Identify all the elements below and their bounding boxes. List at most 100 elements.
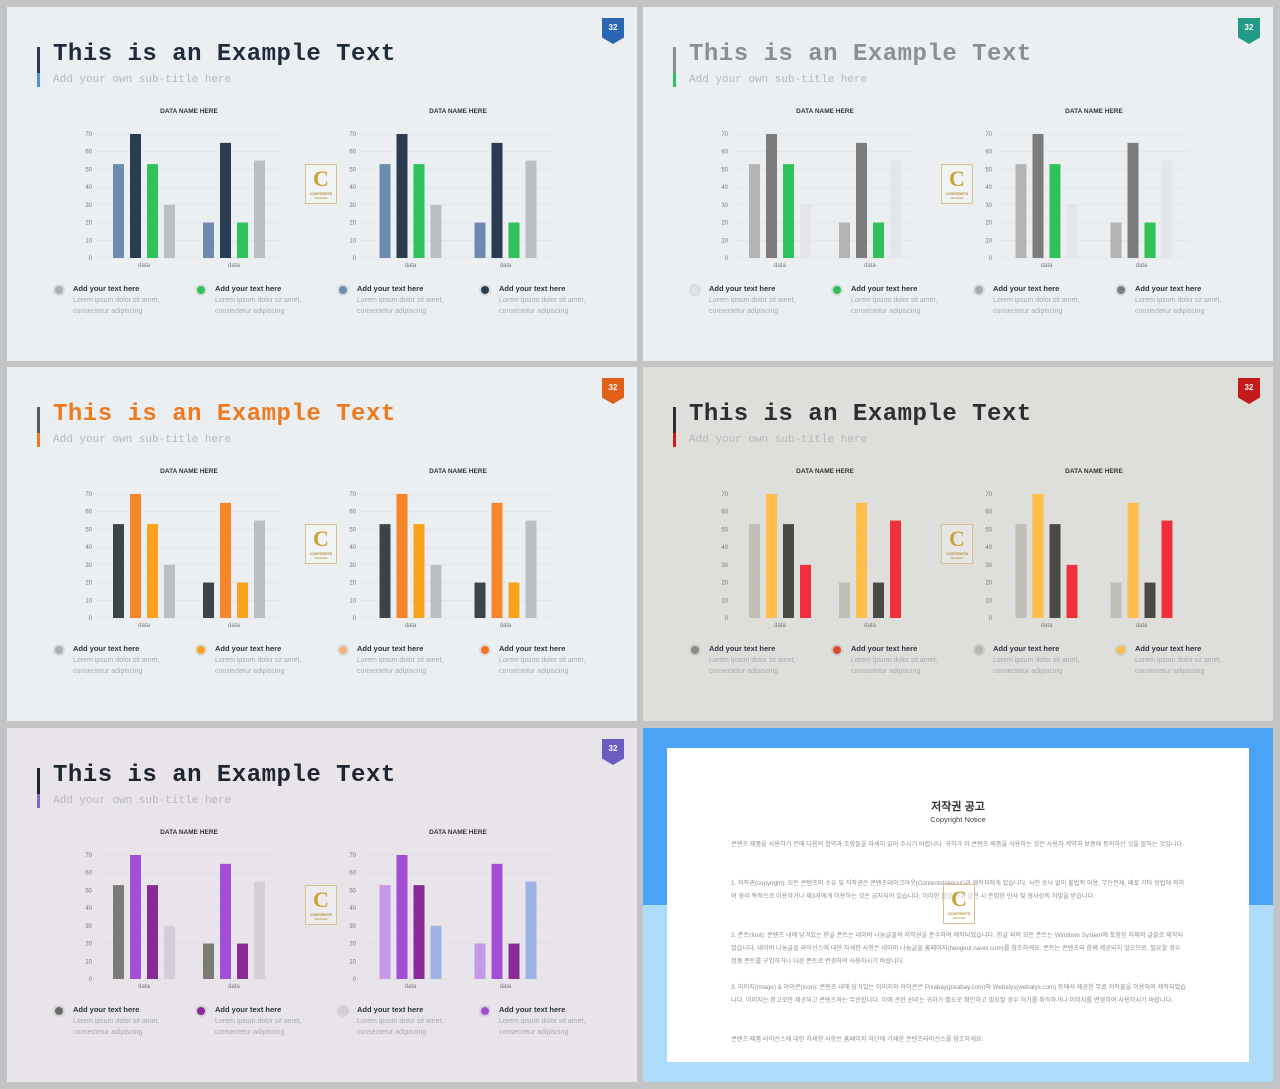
legend-label: Add your text here (215, 1005, 282, 1014)
contents-logo: C CONTENTS WEAKER (941, 164, 973, 204)
copyright-slide[interactable]: 저작권 공고 Copyright Notice 콘텐츠 제품을 사용하기 전에 … (643, 728, 1273, 1082)
logo-word: CONTENTS (310, 912, 332, 917)
y-tick-label: 70 (349, 853, 356, 859)
copyright-paragraph-license: 콘텐츠 제품 라이선스에 대한 자세한 사항은 홈페이지 하단에 기재한 콘텐츠… (731, 1036, 984, 1043)
copyright-title: 저작권 공고 (931, 801, 985, 813)
legend-label: Add your text here (73, 644, 140, 653)
contents-logo: C CONTENTS WEAKER (305, 164, 337, 204)
y-tick-label: 60 (349, 510, 356, 516)
legend-dot-icon (481, 1007, 489, 1015)
slide-thumbnail[interactable]: This is an Example Text Add your own sub… (7, 728, 637, 1082)
bar (254, 520, 265, 618)
x-tick-label: data (1136, 623, 1148, 629)
y-tick-label: 30 (85, 563, 92, 569)
slide-thumbnail[interactable]: This is an Example Text Add your own sub… (643, 367, 1273, 721)
title-accent-bar-highlight (37, 794, 40, 808)
y-tick-label: 60 (85, 510, 92, 516)
slide-subtitle: Add your own sub-title here (53, 434, 232, 446)
legend-label: Add your text here (499, 284, 566, 293)
y-tick-label: 20 (349, 221, 356, 227)
bar (413, 524, 425, 618)
copyright-paragraph-image: 3. 이미지(image) & 아이콘(icon): 콘텐츠 내에 담겨있는 이… (731, 984, 1187, 1004)
slide-title: This is an Example Text (53, 762, 396, 789)
bar (873, 582, 884, 618)
y-tick-label: 40 (721, 185, 728, 191)
legend-description: Lorem ipsum dolor sit amet, consectetur … (993, 297, 1080, 315)
legend-label: Add your text here (215, 644, 282, 653)
y-tick-label: 0 (725, 616, 729, 622)
legend-description: Lorem ipsum dolor sit amet, consectetur … (73, 657, 160, 675)
y-tick-label: 50 (85, 888, 92, 894)
y-tick-label: 30 (721, 563, 728, 569)
logo-letter: C (949, 166, 965, 191)
y-tick-label: 70 (85, 853, 92, 859)
y-tick-label: 10 (349, 598, 356, 604)
legend-dot-icon (197, 1007, 205, 1015)
x-tick-label: data (228, 263, 240, 269)
bar (203, 582, 214, 618)
bar (1127, 502, 1139, 618)
copyright-subtitle: Copyright Notice (930, 815, 986, 824)
logo-letter: C (313, 166, 329, 191)
legend-dot-icon (55, 1007, 63, 1015)
bar (113, 885, 124, 979)
copyright-paragraph-intro: 콘텐츠 제품을 사용하기 전에 다음의 협약과 조항들을 자세히 읽어 주시기 … (731, 841, 1184, 848)
y-tick-label: 10 (985, 238, 992, 244)
bar (237, 943, 248, 979)
bar (525, 881, 537, 979)
bar (890, 520, 901, 618)
slide-thumbnail[interactable]: This is an Example Text Add your own sub… (7, 7, 637, 361)
legend-label: Add your text here (851, 284, 918, 293)
bar (491, 863, 503, 979)
chart-title: DATA NAME HERE (1065, 108, 1123, 115)
y-tick-label: 20 (721, 581, 728, 587)
logo-sub: WEAKER (952, 916, 966, 920)
x-tick-label: data (138, 623, 150, 629)
bar (1161, 160, 1173, 258)
x-tick-label: data (228, 984, 240, 990)
bar-chart-1: DATA NAME HERE 0 10 20 30 40 50 60 70 data data (85, 829, 279, 990)
chart-title: DATA NAME HERE (429, 468, 487, 475)
y-tick-label: 10 (85, 238, 92, 244)
page-number-badge: 32 (602, 18, 624, 44)
title-accent-bar-highlight (37, 433, 40, 447)
y-tick-label: 0 (89, 616, 93, 622)
x-tick-label: data (405, 984, 417, 990)
bar (474, 943, 486, 979)
bar (1110, 582, 1122, 618)
y-tick-label: 0 (989, 616, 993, 622)
bar (1032, 134, 1044, 258)
x-tick-label: data (138, 263, 150, 269)
contents-logo: C CONTENTS WEAKER (941, 524, 973, 564)
y-tick-label: 30 (85, 924, 92, 930)
bar (254, 881, 265, 979)
title-accent-bar-highlight (673, 433, 676, 447)
bar (491, 502, 503, 618)
bar (130, 494, 141, 618)
chart-title: DATA NAME HERE (429, 108, 487, 115)
y-tick-label: 70 (349, 492, 356, 498)
y-tick-label: 50 (349, 888, 356, 894)
bar (237, 222, 248, 258)
legend-dot-icon (1117, 286, 1125, 294)
y-tick-label: 40 (985, 545, 992, 551)
slide-subtitle: Add your own sub-title here (689, 434, 868, 446)
title-accent-bar (37, 47, 40, 73)
bar (113, 164, 124, 258)
legend-label: Add your text here (709, 644, 776, 653)
slide-thumbnail[interactable]: This is an Example Text Add your own sub… (7, 367, 637, 721)
slide-thumbnail[interactable]: This is an Example Text Add your own sub… (643, 7, 1273, 361)
y-tick-label: 60 (85, 871, 92, 877)
title-accent-bar (37, 407, 40, 433)
legend-dot-icon (339, 646, 347, 654)
y-tick-label: 40 (349, 906, 356, 912)
y-tick-label: 60 (721, 150, 728, 156)
y-tick-label: 20 (349, 942, 356, 948)
bar (130, 134, 141, 258)
bar (164, 564, 175, 618)
legend-dot-icon (339, 1007, 347, 1015)
logo-word: CONTENTS (948, 911, 970, 916)
y-tick-label: 50 (985, 527, 992, 533)
